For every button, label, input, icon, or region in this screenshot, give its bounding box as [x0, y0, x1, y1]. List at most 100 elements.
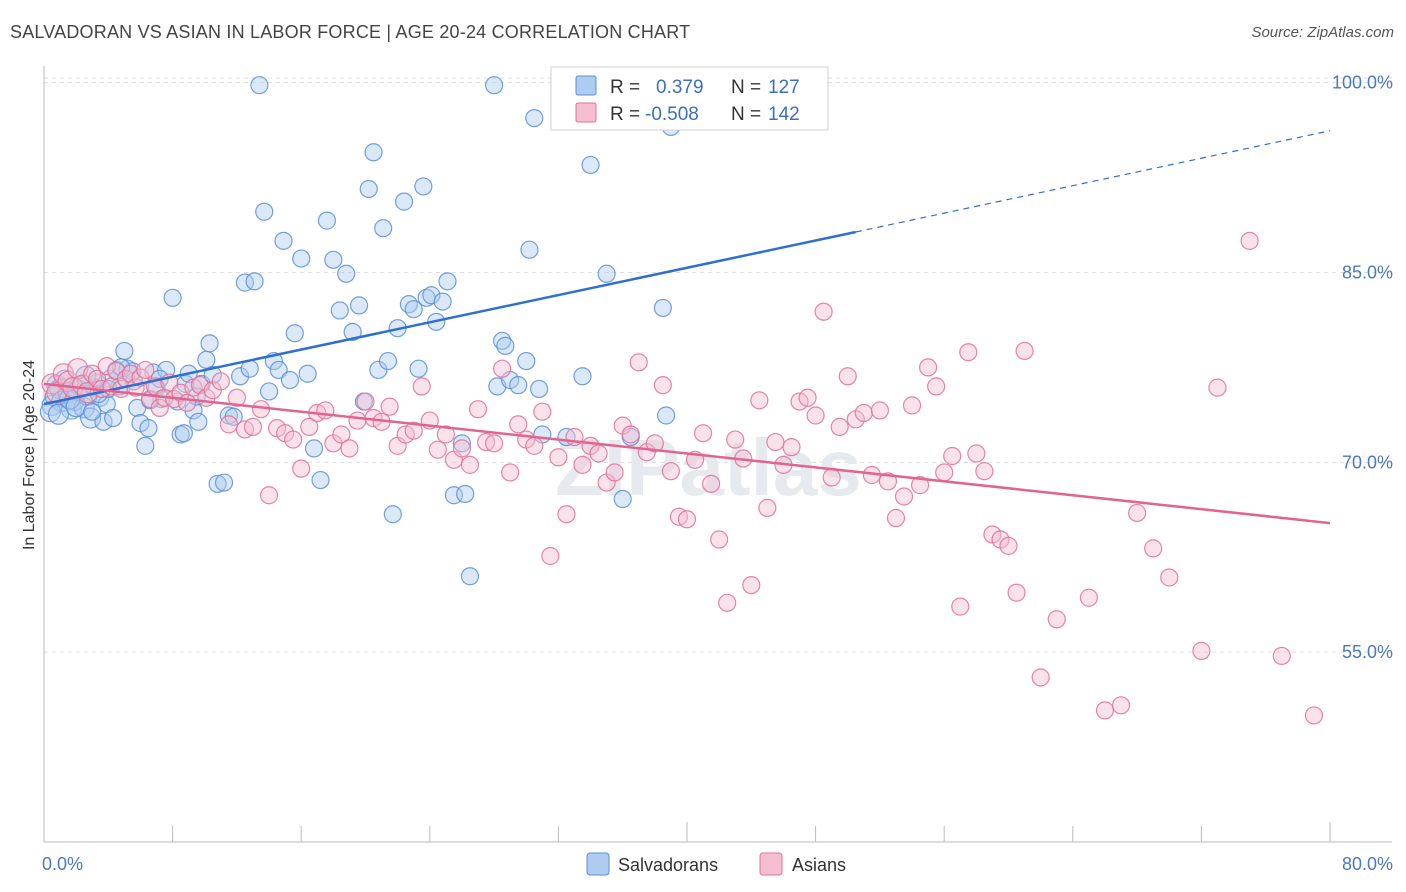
salvadorans-point: [657, 406, 676, 425]
legend-swatch-asians: [575, 102, 597, 123]
asians-point: [661, 462, 681, 481]
asians-point: [782, 438, 801, 457]
x-tick-label-max: 80.0%: [1342, 854, 1393, 874]
salvadorans-point: [235, 273, 255, 292]
asians-point: [589, 444, 608, 463]
y-tick-label: 55.0%: [1342, 642, 1393, 662]
salvadorans-point: [139, 419, 158, 438]
asians-point: [1208, 378, 1227, 397]
salvadorans-point: [184, 401, 203, 420]
asians-point: [822, 468, 841, 487]
salvadorans-point: [456, 484, 475, 504]
y-axis-title: In Labor Force | Age 20-24: [21, 360, 38, 550]
salvadorans-point: [520, 240, 539, 259]
asians-point: [943, 446, 962, 466]
asians-point: [653, 376, 672, 395]
asians-point: [485, 434, 504, 453]
salvadorans-point: [414, 177, 433, 196]
asians-point: [557, 505, 576, 524]
salvadorans-point: [280, 370, 300, 390]
asians-point: [910, 476, 930, 495]
asians-point: [525, 436, 544, 455]
asians-point: [766, 432, 785, 452]
salvadorans-trend-line: [43, 230, 857, 406]
salvadorans-point: [298, 364, 317, 383]
asians-point: [1127, 503, 1147, 523]
asians-point: [243, 417, 263, 436]
salvadorans-point: [94, 412, 113, 431]
asians-point: [1272, 646, 1291, 666]
salvadorans-point: [269, 360, 288, 380]
x-tick-labels: 0.0% 80.0%: [42, 854, 1393, 874]
salvadorans-point: [452, 434, 472, 453]
salvadorans-point: [317, 211, 337, 230]
chart-title: SALVADORAN VS ASIAN IN LABOR FORCE | AGE…: [10, 22, 691, 42]
asians-point: [136, 360, 155, 380]
asians-point: [284, 430, 303, 449]
asians-point: [886, 508, 906, 528]
asians-point: [97, 357, 116, 376]
asians-point: [814, 302, 833, 321]
asians-point: [951, 597, 970, 616]
bottom-legend-swatch-asians: [759, 852, 783, 876]
salvadorans-point: [285, 324, 304, 343]
salvadorans-point: [581, 155, 600, 175]
asians-point: [935, 463, 954, 482]
asians-point: [493, 359, 512, 378]
asians-point: [838, 367, 857, 386]
salvadorans-point: [115, 341, 134, 361]
salvadorans-point: [174, 424, 193, 443]
asians-point: [509, 415, 528, 434]
salvadorans-point: [383, 505, 402, 524]
salvadorans-point: [597, 264, 616, 283]
asians-point: [758, 498, 777, 517]
salvadorans-point: [104, 408, 123, 428]
salvadorans-point: [359, 179, 378, 199]
salvadorans-point: [255, 202, 274, 221]
asians-point: [967, 444, 986, 463]
asians-point: [726, 430, 745, 449]
legend-r-value-1: 0.379: [656, 77, 704, 98]
asians-point: [46, 382, 68, 404]
y-tick-label: 100.0%: [1332, 73, 1393, 93]
asians-point: [428, 440, 447, 459]
salvadorans-point: [250, 76, 269, 95]
asians-point: [340, 439, 359, 458]
asians-point: [549, 448, 568, 467]
salvadorans-point: [292, 249, 311, 268]
asians-point: [742, 575, 761, 595]
asians-point: [621, 425, 640, 444]
salvadorans-point: [394, 192, 414, 211]
asians-point: [87, 369, 107, 388]
legend-n-label-1: N =: [731, 77, 761, 98]
legend-n-label-2: N =: [731, 104, 761, 125]
asians-point: [1192, 641, 1211, 660]
asians-point: [83, 364, 102, 383]
asians-point: [645, 434, 664, 453]
asians-point: [219, 415, 238, 434]
asians-point: [1111, 696, 1131, 715]
correlation-legend: R = 0.379 N = 127 R = -0.508 N = 142: [550, 66, 829, 131]
legend-n-value-2: 142: [768, 104, 800, 125]
asians-point: [332, 425, 351, 444]
asians-point: [1015, 341, 1034, 361]
asians-point: [605, 463, 624, 482]
y-tick-label: 85.0%: [1342, 262, 1393, 282]
asians-point: [1031, 668, 1050, 687]
asians-point: [460, 455, 480, 474]
asians-point: [1007, 583, 1026, 602]
asians-point: [959, 343, 978, 362]
source-label: Source: ZipAtlas.com: [1251, 24, 1394, 41]
salvadorans-point: [378, 351, 398, 371]
salvadorans-point: [330, 301, 349, 320]
salvadorans-point: [208, 474, 227, 493]
asians-point: [533, 402, 552, 421]
salvadorans-point: [525, 108, 544, 128]
salvadorans-point: [409, 359, 428, 378]
asians-point: [870, 401, 890, 420]
asians-point: [541, 546, 560, 566]
trend-lines: [43, 130, 1331, 525]
salvadorans-point: [404, 300, 423, 319]
salvadorans-point: [573, 367, 592, 386]
salvadorans-trend-extension: [855, 130, 1331, 233]
